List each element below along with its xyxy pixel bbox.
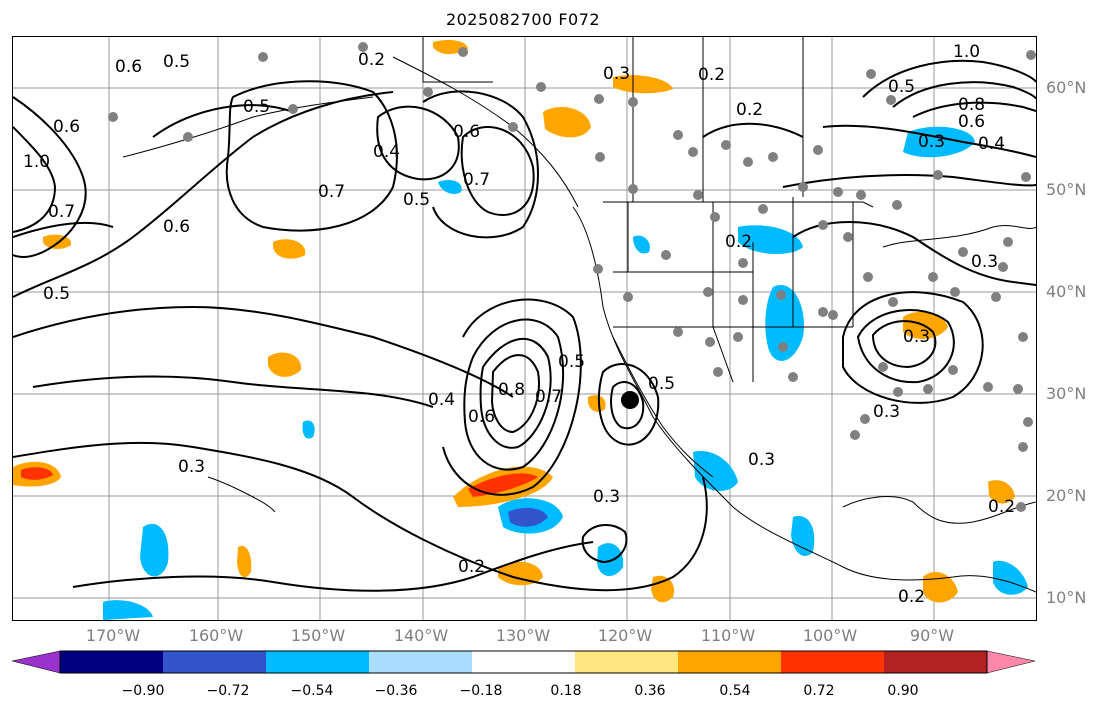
colorbar-segment (163, 651, 267, 673)
colorbar-tick-label: −0.90 (121, 683, 165, 699)
latitude-label: 20°N (1046, 486, 1087, 505)
contour-label: 1.0 (23, 152, 50, 172)
contour-label: 0.3 (873, 402, 900, 422)
contour-label: 0.7 (48, 202, 75, 222)
contour-label: 1.0 (953, 42, 980, 62)
contour-label: 0.3 (748, 450, 775, 470)
colorbar-segment (781, 651, 885, 673)
contour-label: 0.4 (428, 390, 455, 410)
contour-label: 0.5 (403, 190, 430, 210)
colorbar-tick-label: 0.54 (719, 683, 751, 699)
contour-label: 0.7 (318, 182, 345, 202)
contour-label: 0.6 (453, 122, 480, 142)
latitude-label: 30°N (1046, 384, 1087, 403)
colorbar-tick-label: 0.72 (803, 683, 835, 699)
colorbar-tick-label: −0.54 (290, 683, 334, 699)
latitude-label: 50°N (1046, 180, 1087, 199)
contour-label: 0.5 (43, 284, 70, 304)
contour-label: 0.2 (988, 497, 1015, 517)
contour-label: 0.2 (698, 65, 725, 85)
map-canvas: 0.6 0.5 0.2 0.3 0.2 0.2 0.5 1.0 0.8 0.6 … (13, 37, 1036, 620)
contour-label: 0.3 (593, 487, 620, 507)
colorbar-outline (59, 650, 988, 674)
station-markers (108, 42, 1036, 512)
low-pressure-marker (621, 391, 639, 409)
page-title: 2025082700 F072 (445, 10, 601, 29)
longitude-label: 110°W (700, 626, 756, 645)
latitude-label: 40°N (1046, 282, 1087, 301)
contour-label: 0.5 (648, 374, 675, 394)
colorbar-segment (60, 651, 164, 673)
contour-label: 0.3 (178, 457, 205, 477)
latitude-label: 10°N (1046, 588, 1087, 607)
contour-label: 0.6 (468, 407, 495, 427)
contour-label: 0.4 (978, 134, 1005, 154)
contour-label: 0.7 (463, 170, 490, 190)
contour-label: 0.5 (888, 77, 915, 97)
contour-label: 0.6 (115, 57, 142, 77)
contour-label: 0.6 (163, 217, 190, 237)
contour-label: 0.2 (725, 232, 752, 252)
longitude-label: 120°W (597, 626, 653, 645)
colorbar-tick-label: 0.18 (550, 683, 582, 699)
contour-label: 0.7 (535, 387, 562, 407)
contour-label: 0.2 (458, 557, 485, 577)
colorbar-tick-label: −0.36 (374, 683, 418, 699)
colorbar-tick-label: −0.72 (206, 683, 250, 699)
colorbar-segment (369, 651, 473, 673)
shaded-anomalies (13, 39, 1028, 620)
contour-label: 0.5 (558, 352, 585, 372)
coastlines (122, 37, 1036, 593)
contour-label: 0.2 (898, 587, 925, 607)
colorbar-segment (678, 651, 782, 673)
colorbar-segment (266, 651, 370, 673)
contour-label: 0.8 (958, 95, 985, 115)
map-panel: 0.6 0.5 0.2 0.3 0.2 0.2 0.5 1.0 0.8 0.6 … (12, 36, 1037, 621)
colorbar (11, 650, 1036, 674)
contour-label: 0.3 (971, 252, 998, 272)
longitude-label: 90°W (909, 626, 955, 645)
contour-label: 0.3 (918, 132, 945, 152)
longitude-label: 100°W (802, 626, 858, 645)
longitude-label: 150°W (290, 626, 346, 645)
contour-label: 0.8 (498, 380, 525, 400)
longitude-label: 140°W (393, 626, 449, 645)
colorbar-segments (60, 651, 988, 673)
longitude-label: 130°W (495, 626, 551, 645)
colorbar-tick-label: 0.36 (634, 683, 666, 699)
colorbar-segment (884, 651, 988, 673)
contour-label: 0.2 (358, 50, 385, 70)
contour-label: 0.5 (243, 97, 270, 117)
latitude-label: 60°N (1046, 78, 1087, 97)
colorbar-segment (575, 651, 679, 673)
colorbar-min-extension (11, 650, 61, 674)
contour-label: 0.3 (603, 64, 630, 84)
contour-label-group: 0.6 0.5 0.2 0.3 0.2 0.2 0.5 1.0 0.8 0.6 … (23, 42, 1015, 607)
contour-label: 0.5 (163, 52, 190, 72)
contour-label: 0.6 (958, 112, 985, 132)
contour-label: 0.2 (736, 100, 763, 120)
longitude-label: 170°W (85, 626, 141, 645)
colorbar-tick-label: −0.18 (459, 683, 503, 699)
contour-label: 0.6 (53, 117, 80, 137)
colorbar-segment (472, 651, 576, 673)
longitude-label: 160°W (188, 626, 244, 645)
contour-label: 0.4 (373, 142, 400, 162)
colorbar-max-extension (986, 650, 1036, 674)
contour-label: 0.3 (903, 327, 930, 347)
colorbar-tick-label: 0.90 (887, 683, 919, 699)
